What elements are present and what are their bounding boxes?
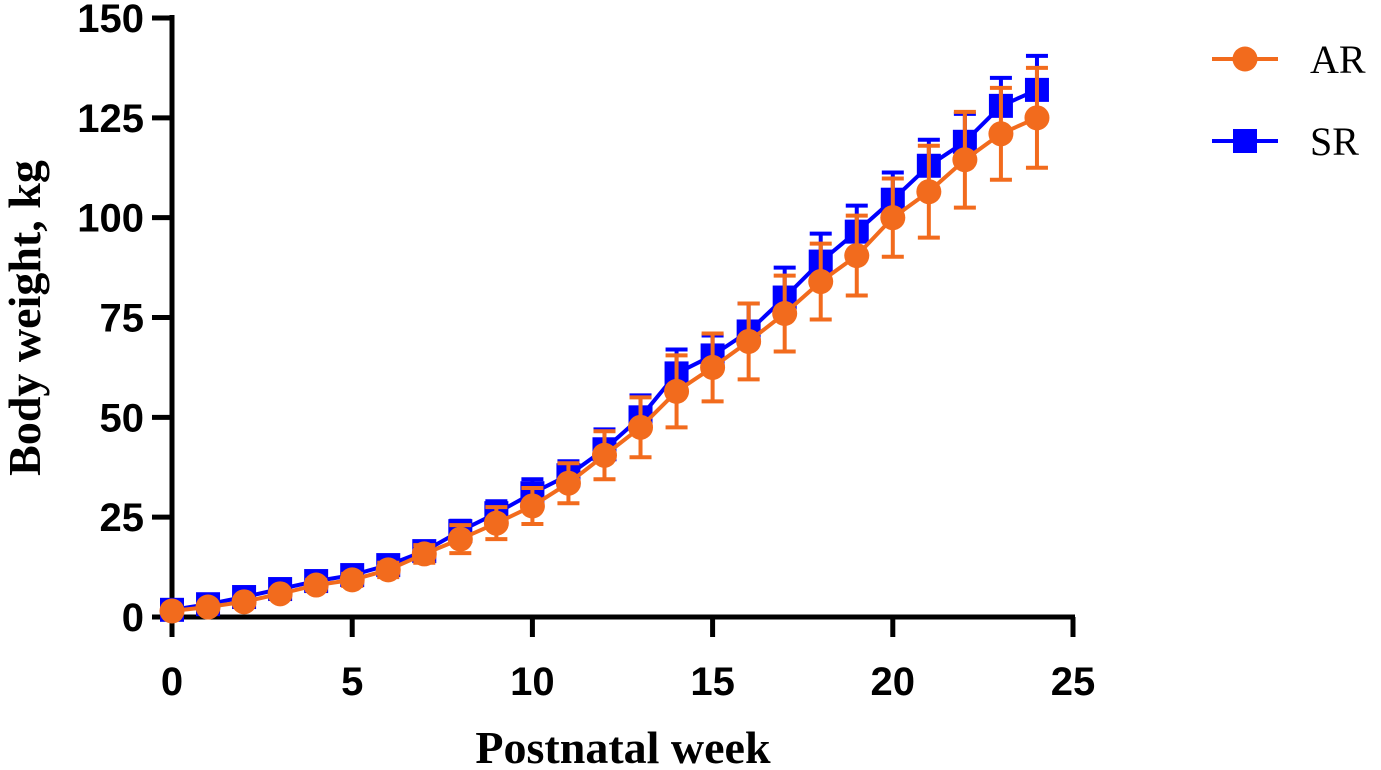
data-point-ar [231, 589, 257, 615]
series-line-sr [171, 88, 1038, 612]
data-point-ar [339, 567, 365, 593]
data-point-ar [808, 269, 834, 295]
data-point-ar [483, 510, 509, 536]
legend-marker-sr [1233, 129, 1257, 153]
series-layer [159, 53, 1050, 624]
y-tick-label: 0 [122, 596, 144, 640]
data-point-ar [628, 414, 654, 440]
series-line-ar [171, 115, 1038, 613]
x-ticks: 0 5 10 15 20 25 [161, 617, 1095, 704]
x-tick-label: 10 [510, 660, 555, 704]
y-tick-label: 75 [100, 297, 145, 341]
legend-label-ar: AR [1310, 37, 1366, 82]
y-tick-label: 100 [77, 197, 144, 241]
x-tick-label: 25 [1051, 660, 1096, 704]
data-point-ar [375, 557, 401, 583]
x-tick-label: 15 [690, 660, 735, 704]
data-point-ar [1024, 105, 1050, 131]
x-tick-label: 5 [341, 660, 363, 704]
axes [169, 15, 1075, 620]
data-point-ar [411, 541, 437, 567]
data-point-ar [195, 594, 221, 620]
y-axis-title: Body weight, kg [0, 160, 50, 476]
y-tick-label: 150 [77, 0, 144, 41]
data-point-ar [988, 121, 1014, 147]
legend-marker-ar [1232, 46, 1258, 72]
data-point-ar [159, 598, 185, 624]
data-point-ar [844, 243, 870, 269]
data-point-ar [447, 526, 473, 552]
data-point-ar [267, 581, 293, 607]
y-tick-label: 125 [77, 97, 144, 141]
data-point-ar [555, 470, 581, 496]
series-ar [159, 65, 1050, 624]
legend-label-sr: SR [1310, 119, 1359, 164]
data-point-ar [519, 493, 545, 519]
data-point-ar [591, 442, 617, 468]
legend-item-sr: SR [1212, 119, 1359, 164]
y-tick-label: 25 [100, 496, 145, 540]
data-point-ar [772, 301, 798, 327]
y-tick-label: 50 [100, 396, 145, 440]
legend-item-ar: AR [1212, 37, 1366, 82]
data-point-ar [303, 572, 329, 598]
data-point-ar [952, 147, 978, 173]
x-tick-label: 20 [871, 660, 916, 704]
data-point-ar [700, 354, 726, 380]
series-sr [160, 53, 1049, 622]
data-point-ar [664, 378, 690, 404]
data-point-ar [880, 205, 906, 231]
data-point-ar [736, 328, 762, 354]
data-point-ar [916, 179, 942, 205]
x-axis-title: Postnatal week [475, 722, 771, 770]
legend: AR SR [1212, 37, 1366, 164]
y-ticks: 0 25 50 75 100 125 150 [77, 0, 172, 640]
x-tick-label: 0 [161, 660, 183, 704]
